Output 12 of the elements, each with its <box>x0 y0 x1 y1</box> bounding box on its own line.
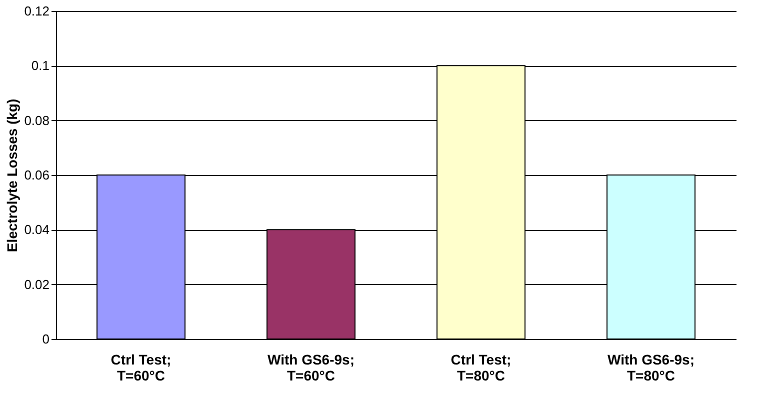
x-tick-label: Ctrl Test; T=80°C <box>450 352 512 384</box>
y-tick-label: 0 <box>42 332 50 346</box>
x-tick-label: Ctrl Test; T=60°C <box>110 352 172 384</box>
y-tick-label: 0.08 <box>24 112 50 128</box>
y-tick-label: 0.04 <box>24 222 50 238</box>
y-axis-title: Electrolyte Losses (kg) <box>4 98 20 252</box>
x-tick-label: With GS6-9s; T=80°C <box>608 352 694 384</box>
y-tick-label: 0.12 <box>24 4 50 18</box>
x-tick-label: With GS6-9s; T=60°C <box>268 352 354 384</box>
y-tick-label: 0.02 <box>24 276 50 292</box>
y-tick-label: 0.06 <box>24 168 50 182</box>
y-tick-label: 0.1 <box>31 58 50 74</box>
